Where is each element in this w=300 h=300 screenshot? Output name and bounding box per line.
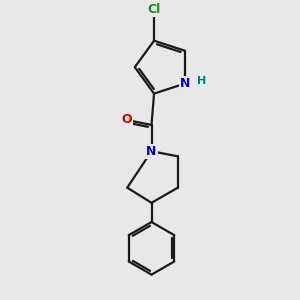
Text: N: N [180, 77, 190, 90]
Text: O: O [121, 113, 131, 126]
Text: Cl: Cl [147, 3, 161, 16]
Text: N: N [146, 145, 157, 158]
Text: H: H [197, 76, 206, 86]
